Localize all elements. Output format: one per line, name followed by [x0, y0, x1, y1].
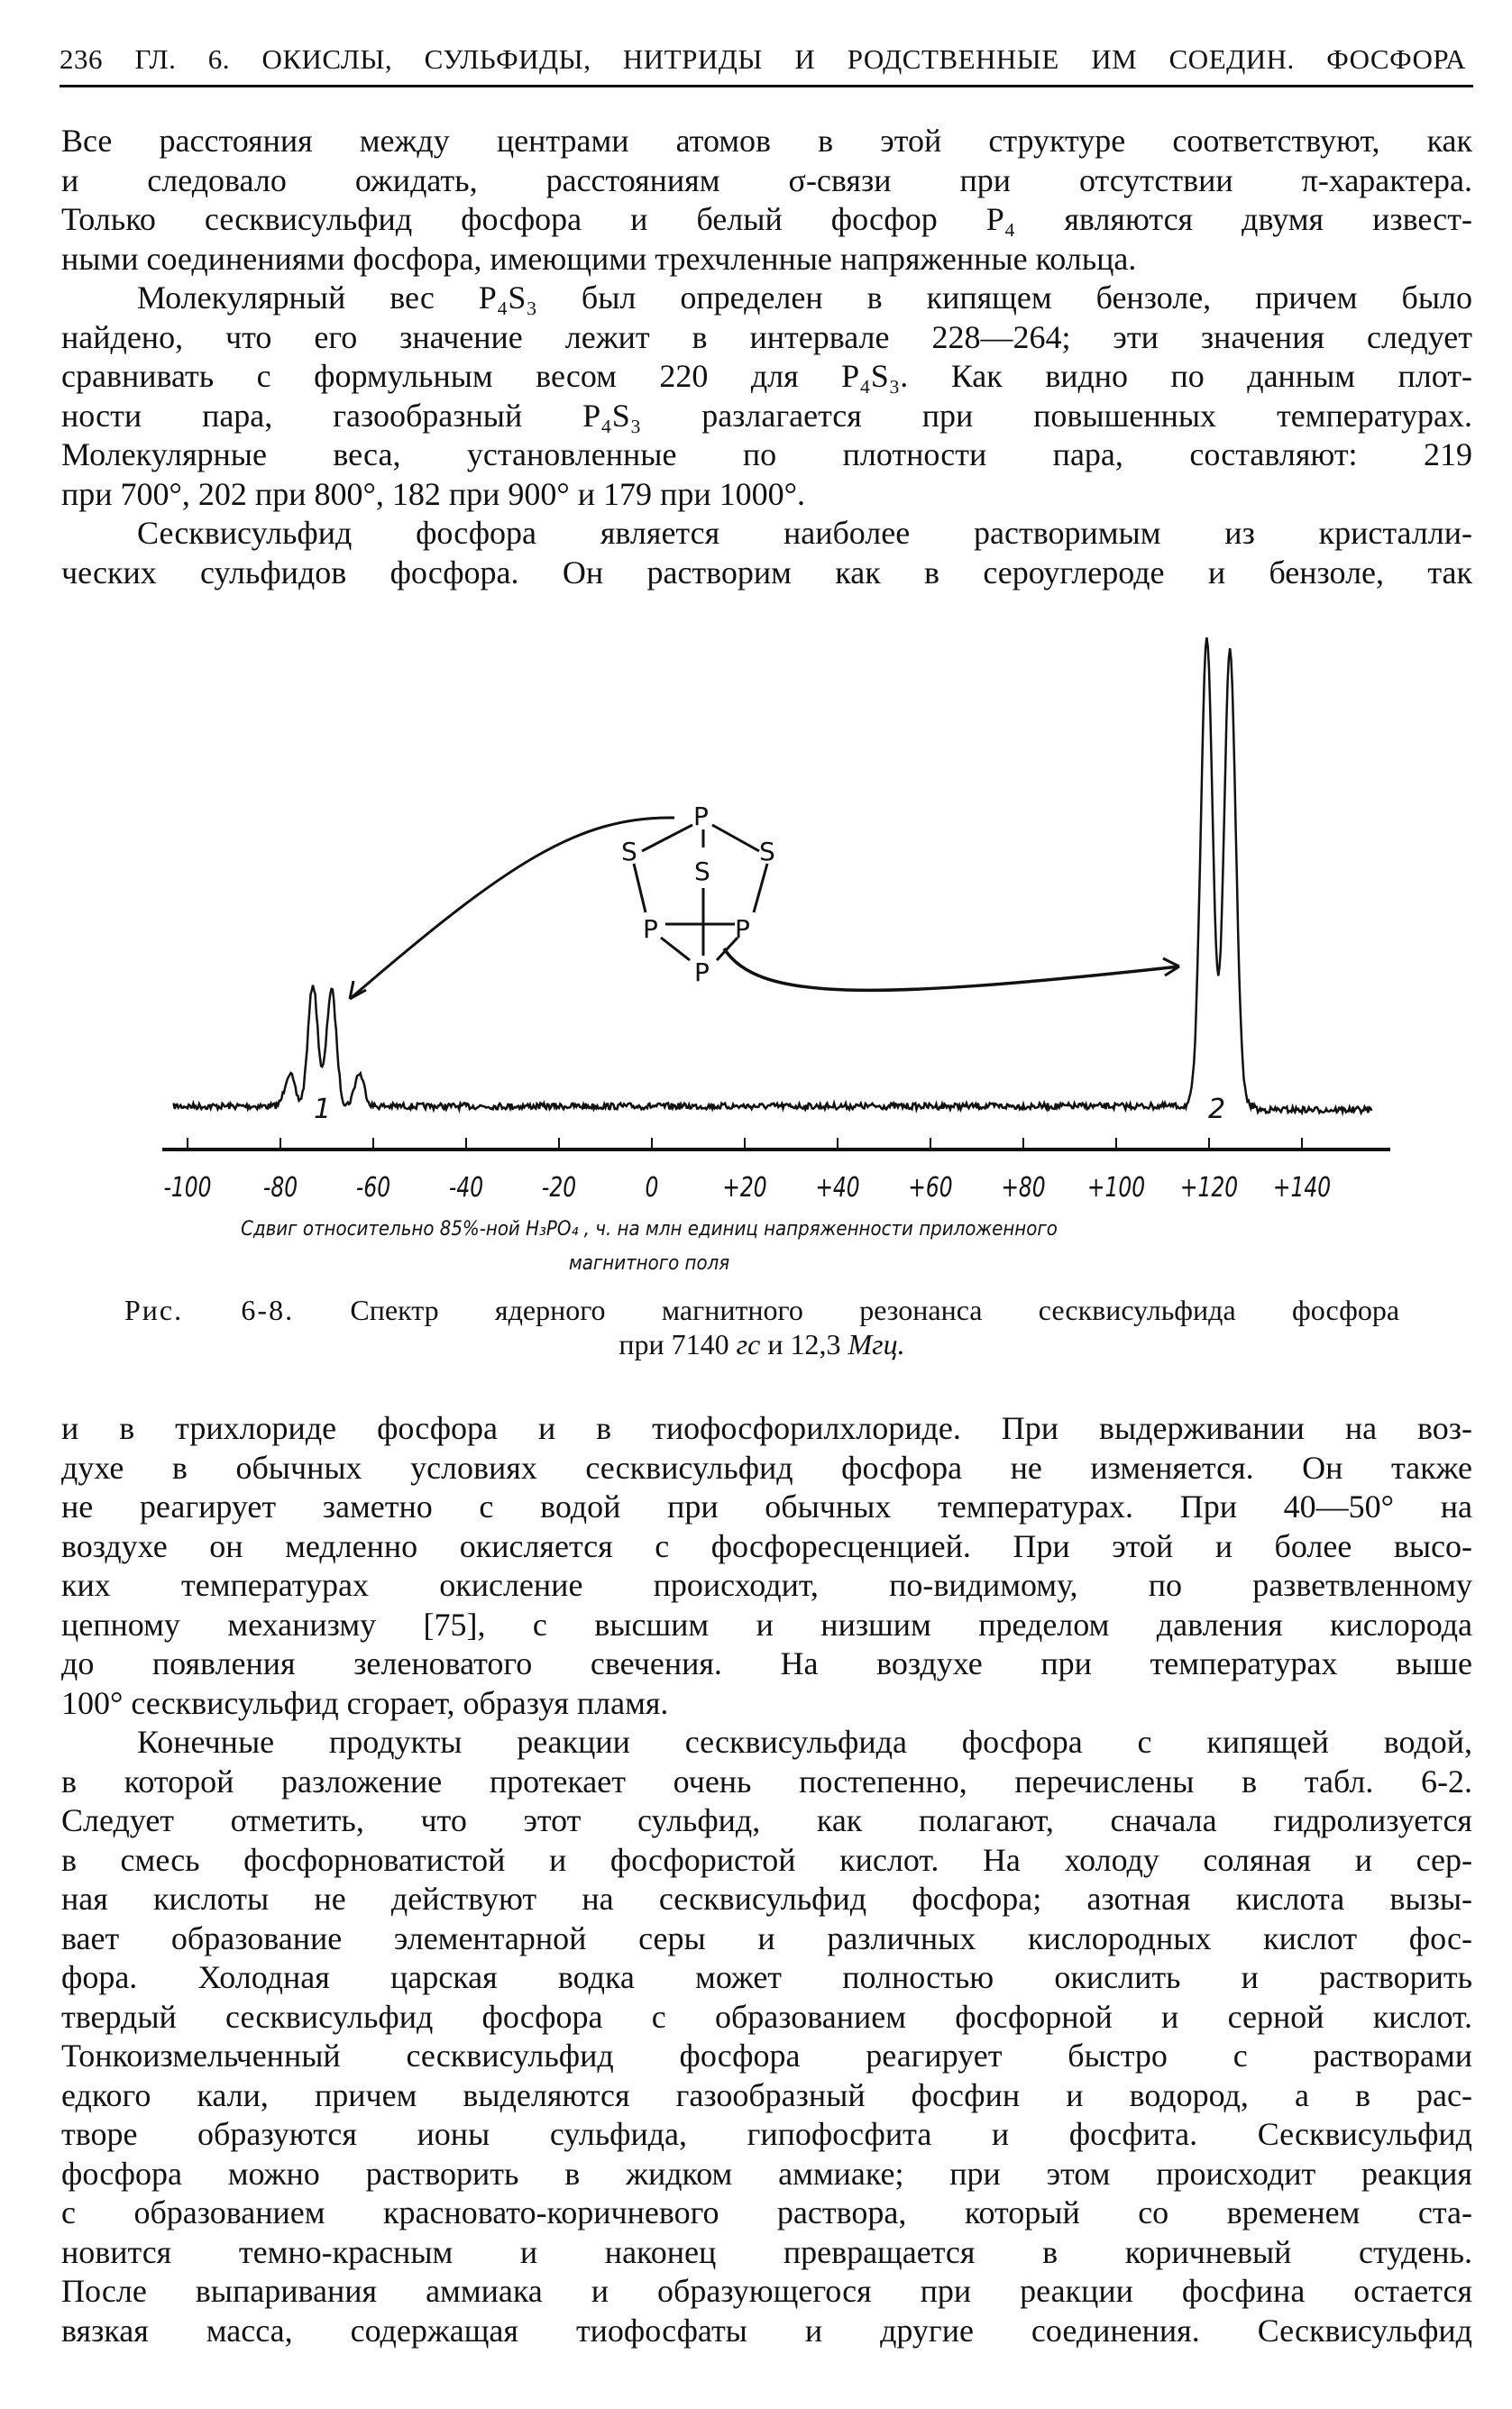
caption-unit-gauss: гс [736, 1328, 761, 1360]
text-line: до появления зеленоватого свечения. На в… [61, 1645, 1472, 1681]
atom-p-top: P [693, 801, 709, 831]
molecule-structure [348, 816, 1180, 1001]
paragraph: Все расстояния между центрами атомов в э… [61, 122, 1472, 279]
text-line: в смесь фосфорноватистой и фосфористой к… [61, 1841, 1472, 1878]
text-line: и в трихлориде фосфора и в тиофосфорилхл… [61, 1410, 1472, 1446]
figure-caption: Рис. 6-8. Спектр ядерного магнитного рез… [124, 1293, 1399, 1361]
text-before-figure: Все расстояния между центрами атомов в э… [61, 122, 1472, 592]
text-line: воздухе он медленно окисляется с фосфоре… [61, 1527, 1472, 1564]
caption-unit-mhz: Мгц. [848, 1328, 905, 1360]
text-line: Молекулярный вес P₄S₃ был определен в ки… [137, 279, 1472, 316]
x-axis-label-line1: Сдвиг относительно 85%-ной H₃PO₄ , ч. на… [241, 1218, 1058, 1241]
text-line: Молекулярные веса, установленные по плот… [61, 436, 1472, 472]
text-line: в которой разложение протекает очень пос… [61, 1763, 1472, 1800]
text-line: фора. Холодная царская водка может полно… [61, 1959, 1472, 1995]
text-line: найдено, что его значение лежит в интерв… [61, 318, 1472, 355]
caption-line-2: при 7140 гс и 12,3 Мгц. [124, 1327, 1399, 1361]
nmr-spectrum-figure: P S S S P P P 1 2 -100 -80 -60 -40 -20 0 +20 +4… [162, 637, 1390, 1204]
paragraph: Конечные продукты реакции сесквисульфида… [61, 1723, 1472, 2350]
text-line: ческих сульфидов фосфора. Он растворим к… [61, 554, 1472, 591]
peak-label-2: 2 [1208, 1094, 1225, 1125]
x-tick-label: -100 [163, 1172, 211, 1204]
text-line: новится темно-красным и наконец превраща… [61, 2233, 1472, 2270]
x-tick-label: 0 [646, 1172, 659, 1204]
x-axis-label-line2: магнитного поля [568, 1252, 730, 1275]
text-line: вает образование элементарной серы и раз… [61, 1919, 1472, 1956]
atom-p-left: P [643, 914, 658, 944]
x-tick-label: +20 [722, 1172, 766, 1204]
x-tick-label: +120 [1180, 1172, 1238, 1204]
x-tick-label: +80 [1001, 1172, 1045, 1204]
paragraph: и в трихлориде фосфора и в тиофосфорилхл… [61, 1409, 1472, 1723]
text-line: 100° сесквисульфид сгорает, образуя плам… [61, 1684, 669, 1721]
text-line: сравнивать с формульным весом 220 для P₄… [61, 358, 1472, 394]
x-tick-label: +40 [815, 1172, 859, 1204]
text-line: духе в обычных условиях сесквисульфид фо… [61, 1449, 1472, 1486]
text-line: Все расстояния между центрами атомов в э… [61, 123, 1472, 159]
atom-s-right: S [759, 837, 775, 866]
text-line: ная кислоты не действуют на сесквисульфи… [61, 1881, 1472, 1917]
x-tick-label: +60 [908, 1172, 952, 1204]
text-line: ности пара, газообразный P₄S₃ разлагаетс… [61, 397, 1472, 434]
text-line: с образованием красновато-коричневого ра… [61, 2194, 1472, 2230]
text-line: едкого кали, причем выделяются газообраз… [61, 2076, 1472, 2113]
running-header: 236 ГЛ. 6. ОКИСЛЫ, СУЛЬФИДЫ, НИТРИДЫ И Р… [60, 43, 1466, 75]
molecule-atoms: P S S S P P P [621, 801, 775, 987]
caption-line-1: Рис. 6-8. Спектр ядерного магнитного рез… [124, 1293, 1399, 1327]
text-line: цепному механизму [75], с высшим и низши… [61, 1606, 1472, 1643]
text-line: Сесквисульфид фосфора является наиболее … [137, 515, 1472, 551]
text-line: не реагирует заметно с водой при обычных… [61, 1488, 1472, 1525]
text-line: ными соединениями фосфора, имеющими трех… [61, 240, 1137, 277]
x-tick-label: +140 [1273, 1172, 1331, 1204]
text-line: фосфора можно растворить в жидком аммиак… [61, 2155, 1472, 2192]
text-line: После выпаривания аммиака и образующегос… [61, 2273, 1472, 2309]
atom-s-center: S [694, 856, 710, 886]
text-line: Только сесквисульфид фосфора и белый фос… [61, 201, 1472, 237]
text-line: вязкая масса, содержащая тиофосфаты и др… [61, 2312, 1472, 2349]
text-line: и следовало ожидать, расстояниям σ-связи… [61, 161, 1472, 198]
text-line: ких температурах окисление происходит, п… [61, 1567, 1472, 1603]
x-axis-line [162, 1148, 1390, 1151]
x-tick-label: -60 [356, 1172, 390, 1204]
x-tick-label: +100 [1087, 1172, 1145, 1204]
paragraph: Молекулярный вес P₄S₃ был определен в ки… [61, 279, 1472, 514]
arrow-to-peak-1 [349, 816, 675, 1001]
arrow-to-peak-2 [722, 948, 1180, 993]
x-tick-label: -80 [263, 1172, 298, 1204]
text-line: твердый сесквисульфид фосфора с образова… [61, 1998, 1472, 2035]
caption-text-2b: и 12,3 [760, 1328, 848, 1360]
header-rule [60, 85, 1473, 87]
text-line: при 700°, 202 при 800°, 182 при 900° и 1… [61, 475, 805, 512]
atom-s-left: S [621, 837, 637, 866]
caption-prefix: Рис. 6-8. [124, 1294, 295, 1326]
x-tick-label: -40 [449, 1172, 483, 1204]
x-tick-label: -20 [542, 1172, 576, 1204]
text-line: Тонкоизмельченный сесквисульфид фосфора … [61, 2038, 1472, 2074]
paragraph: Сесквисульфид фосфора является наиболее … [61, 514, 1472, 592]
text-after-figure: и в трихлориде фосфора и в тиофосфорилхл… [61, 1409, 1472, 2350]
spectrum-trace [172, 637, 1373, 1117]
atom-p-right: P [735, 914, 750, 944]
text-line: творе образуются ионы сульфида, гипофосф… [61, 2116, 1472, 2152]
caption-text-2a: при 7140 [619, 1328, 737, 1360]
peak-label-1: 1 [314, 1094, 331, 1125]
atom-p-bottom: P [694, 957, 710, 987]
caption-text: Спектр ядерного магнитного резонанса сес… [350, 1294, 1400, 1326]
text-line: Конечные продукты реакции сесквисульфида… [137, 1724, 1472, 1760]
text-line: Следует отметить, что этот сульфид, как … [61, 1802, 1472, 1838]
